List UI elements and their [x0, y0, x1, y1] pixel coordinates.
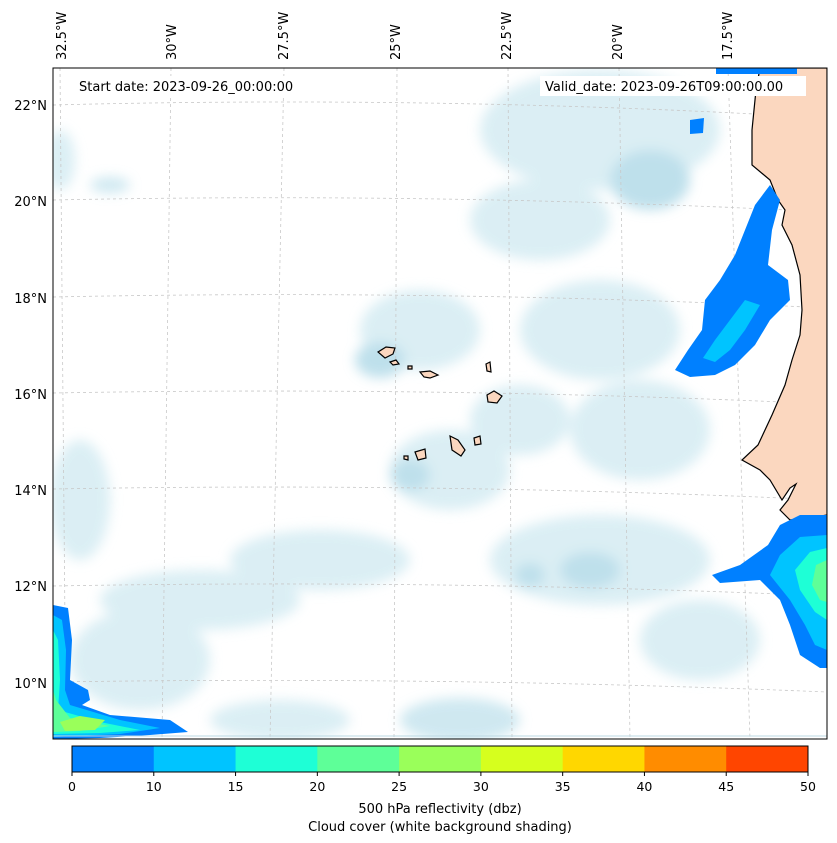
- colorbar-tick-label: 0: [68, 779, 76, 794]
- latitude-axis: 22°N 20°N 18°N 16°N 14°N 12°N 10°N: [14, 99, 47, 692]
- lon-label: 32.5°W: [55, 12, 70, 60]
- colorbar-tick-label: 45: [718, 779, 734, 794]
- lat-label: 16°N: [14, 388, 47, 403]
- lon-label: 20°W: [611, 24, 626, 60]
- colorbar-label: 500 hPa reflectivity (dbz): [358, 802, 521, 817]
- colorbar-segment: [153, 746, 237, 772]
- colorbar-tick-label: 30: [473, 779, 489, 794]
- colorbar-tick-label: 35: [555, 779, 571, 794]
- lon-label: 30°W: [165, 24, 180, 60]
- colorbar-tick-label: 20: [309, 779, 325, 794]
- lat-label: 22°N: [14, 99, 47, 114]
- valid-date-label: Valid_date: 2023-09-26T09:00:00.00: [545, 80, 783, 95]
- colorbar-border: [71, 745, 809, 773]
- colorbar-sublabel: Cloud cover (white background shading): [308, 820, 572, 835]
- colorbar-segment: [72, 746, 155, 772]
- colorbar-tick-label: 15: [228, 779, 244, 794]
- lat-label: 12°N: [14, 580, 47, 595]
- map-border: [52, 67, 828, 740]
- lat-label: 10°N: [14, 677, 47, 692]
- africa-land: [740, 68, 827, 521]
- colorbar-segment: [235, 746, 318, 772]
- lon-label: 22.5°W: [500, 12, 515, 60]
- start-date-box: [72, 76, 312, 96]
- valid-date-box: [540, 76, 806, 96]
- colorbar-segment: [726, 746, 809, 772]
- colorbar-segment: [480, 746, 564, 772]
- colorbar-segment: [399, 746, 482, 772]
- colorbar-tick-label: 40: [636, 779, 652, 794]
- cape-verde-islands: [376, 346, 503, 461]
- lon-label: 27.5°W: [277, 12, 292, 60]
- start-date-label: Start date: 2023-09-26_00:00:00: [79, 80, 293, 95]
- colorbar-tick-label: 25: [391, 779, 407, 794]
- colorbar-tick-label: 50: [800, 779, 816, 794]
- lat-label: 18°N: [14, 292, 47, 307]
- colorbar-segment: [562, 746, 645, 772]
- lat-label: 14°N: [14, 484, 47, 499]
- lon-label: 17.5°W: [721, 12, 736, 60]
- longitude-axis: 32.5°W 30°W 27.5°W 25°W 22.5°W 20°W 17.5…: [55, 12, 736, 60]
- reflectivity-layer: [53, 68, 827, 739]
- lat-label: 20°N: [14, 195, 47, 210]
- colorbar-tick-label: 10: [146, 779, 162, 794]
- colorbar-segment: [317, 746, 400, 772]
- lon-label: 25°W: [389, 24, 404, 60]
- colorbar-segment: [644, 746, 727, 772]
- colorbar: 0 10 15 20 25 30 35 40 45 50: [68, 745, 816, 794]
